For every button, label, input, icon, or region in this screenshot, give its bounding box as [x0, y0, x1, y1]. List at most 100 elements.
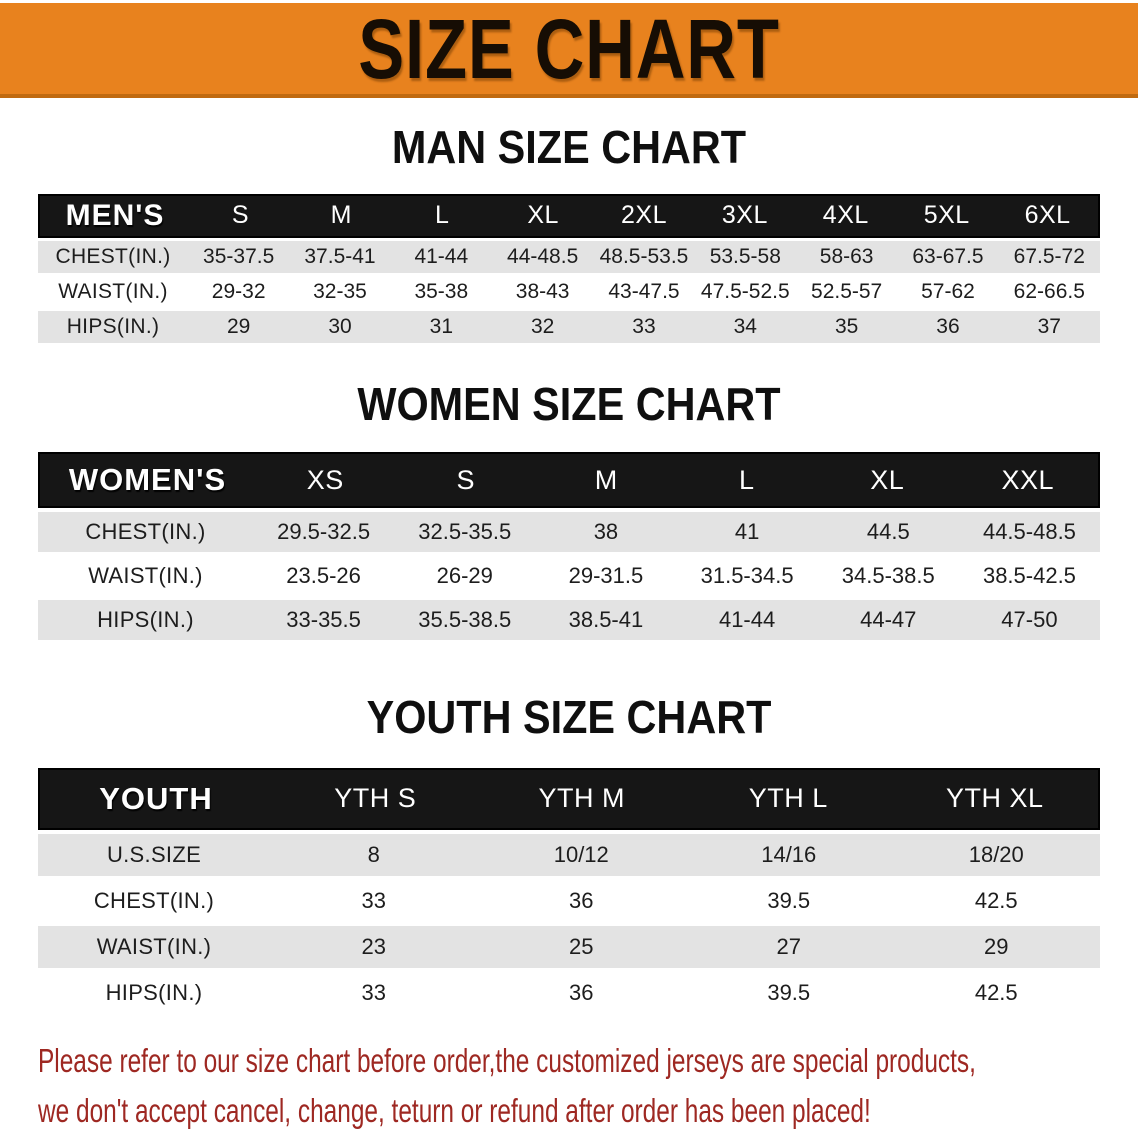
table-row: CHEST(IN.) 33 36 39.5 42.5	[38, 879, 1100, 922]
row-label: U.S.SIZE	[106, 841, 202, 867]
table-row: U.S.SIZE 8 10/12 14/16 18/20	[38, 833, 1100, 876]
size-value: 43-47.5	[608, 279, 680, 303]
size-value: 42.5	[974, 887, 1018, 913]
size-value: 31.5-34.5	[700, 563, 794, 589]
size-value: 10/12	[553, 841, 609, 867]
size-column-header: XL	[527, 201, 559, 230]
size-value: 41-44	[414, 244, 469, 268]
size-value: 25	[569, 933, 594, 959]
size-column-header: YTH XL	[945, 783, 1044, 814]
size-value: 27	[776, 933, 801, 959]
size-value: 34	[733, 314, 757, 338]
row-label: WAIST(IN.)	[58, 279, 168, 303]
size-column-header: 5XL	[923, 201, 970, 230]
youth-size-section: YOUTH SIZE CHART YOUTH YTH S YTH M YTH L YTH …	[0, 692, 1138, 1014]
size-value: 44.5	[866, 519, 910, 545]
size-column-header: 6XL	[1024, 201, 1071, 230]
table-row: WAIST(IN.) 23.5-26 26-29 29-31.5 31.5-34.5 34…	[38, 556, 1100, 597]
table-header-label: YOUTH	[99, 780, 213, 816]
size-value: 58-63	[819, 244, 874, 268]
row-label: HIPS(IN.)	[66, 314, 160, 338]
size-value: 36	[569, 887, 594, 913]
table-header-label: MEN'S	[65, 198, 165, 232]
section-title: YOUTH SIZE CHART	[366, 691, 772, 744]
size-value: 23	[361, 933, 386, 959]
size-value: 38-43	[515, 279, 570, 303]
size-value: 31	[429, 314, 453, 338]
table-row: CHEST(IN.) 35-37.5 37.5-41 41-44 44-48.5 48.5…	[38, 240, 1100, 273]
size-column-header: S	[456, 464, 475, 495]
row-label: CHEST(IN.)	[93, 887, 215, 913]
size-value: 62-66.5	[1013, 279, 1085, 303]
size-column-header: L	[738, 464, 755, 495]
size-value: 32	[530, 314, 555, 338]
size-value: 36	[936, 314, 960, 338]
size-value: 53.5-58	[709, 244, 781, 268]
size-value: 39.5	[767, 887, 811, 913]
size-value: 41	[734, 519, 760, 545]
size-column-header: XS	[306, 464, 344, 495]
size-column-header: 4XL	[822, 201, 869, 230]
size-value: 48.5-53.5	[599, 244, 689, 268]
size-value: 33	[361, 887, 386, 913]
size-value: 34.5-38.5	[841, 563, 935, 589]
size-value: 38.5-42.5	[982, 563, 1076, 589]
size-value: 57-62	[921, 279, 975, 303]
size-column-header: S	[231, 201, 250, 230]
size-value: 44.5-48.5	[982, 519, 1076, 545]
size-value: 33-35.5	[286, 607, 361, 633]
men-size-section: MAN SIZE CHART MEN'S S M L XL 2XL 3XL 4XL 5XL 6XL C…	[0, 121, 1138, 343]
size-column-header: M	[330, 201, 352, 230]
size-column-header: YTH M	[538, 783, 625, 814]
row-label: HIPS(IN.)	[105, 979, 203, 1005]
size-value: 23.5-26	[286, 563, 361, 589]
size-value: 29	[226, 314, 251, 338]
table-row: CHEST(IN.) 29.5-32.5 32.5-35.5 38 41 44.5 44.5…	[38, 512, 1100, 553]
size-column-header: YTH L	[748, 783, 828, 814]
table-header-row: WOMEN'S XS S M L XL XXL	[38, 452, 1100, 509]
size-column-header: M	[594, 464, 618, 495]
size-value: 47.5-52.5	[700, 279, 790, 303]
size-value: 32-35	[313, 279, 367, 303]
table-row: HIPS(IN.) 29 30 31 32 33 34 35 36 37	[38, 310, 1100, 343]
size-value: 8	[367, 841, 380, 867]
size-value: 26-29	[436, 563, 493, 589]
size-value: 38	[593, 519, 619, 545]
size-value: 35	[834, 314, 859, 338]
size-column-header: XXL	[1001, 464, 1055, 495]
size-value: 38.5-41	[568, 607, 644, 633]
disclaimer-line-1: Please refer to our size chart before or…	[38, 1041, 976, 1079]
size-value: 67.5-72	[1013, 244, 1085, 268]
size-column-header: YTH S	[334, 783, 417, 814]
table-row: HIPS(IN.) 33-35.5 35.5-38.5 38.5-41 41-44 44-…	[38, 600, 1100, 641]
table-row: WAIST(IN.) 29-32 32-35 35-38 38-43 43-47.5 47.…	[38, 275, 1100, 308]
men-size-table: MEN'S S M L XL 2XL 3XL 4XL 5XL 6XL CHEST(IN.) 35-37…	[38, 193, 1100, 343]
table-row: HIPS(IN.) 33 36 39.5 42.5	[38, 971, 1100, 1014]
women-size-table: WOMEN'S XS S M L XL XXL CHEST(IN.) 29.5-32.5 32.5…	[38, 452, 1100, 641]
banner: SIZE CHART	[0, 3, 1138, 98]
size-value: 44-47	[860, 607, 917, 633]
section-title: WOMEN SIZE CHART	[357, 377, 781, 430]
table-header-row: MEN'S S M L XL 2XL 3XL 4XL 5XL 6XL	[38, 193, 1100, 238]
size-value: 44-48.5	[507, 244, 579, 268]
size-value: 33	[361, 979, 386, 1005]
disclaimer-line-2: we don't accept cancel, change, teturn o…	[38, 1091, 871, 1129]
size-column-header: 2XL	[621, 201, 667, 230]
size-value: 35-37.5	[203, 244, 275, 268]
size-charts-container: MAN SIZE CHART MEN'S S M L XL 2XL 3XL 4XL 5XL 6XL C…	[0, 121, 1138, 1014]
size-value: 35.5-38.5	[418, 607, 512, 633]
size-value: 39.5	[767, 979, 811, 1005]
size-value: 42.5	[974, 979, 1018, 1005]
section-title: MAN SIZE CHART	[391, 121, 747, 173]
size-value: 41-44	[718, 607, 776, 633]
table-row: WAIST(IN.) 23 25 27 29	[38, 925, 1100, 968]
size-value: 18/20	[968, 841, 1024, 867]
size-value: 29	[984, 933, 1009, 959]
size-column-header: 3XL	[721, 201, 768, 230]
size-value: 32.5-35.5	[418, 519, 512, 545]
size-value: 47-50	[1001, 607, 1058, 633]
size-value: 37.5-41	[304, 244, 376, 268]
table-header-label: WOMEN'S	[68, 462, 227, 498]
size-value: 29.5-32.5	[277, 519, 371, 545]
size-value: 63-67.5	[912, 244, 984, 268]
